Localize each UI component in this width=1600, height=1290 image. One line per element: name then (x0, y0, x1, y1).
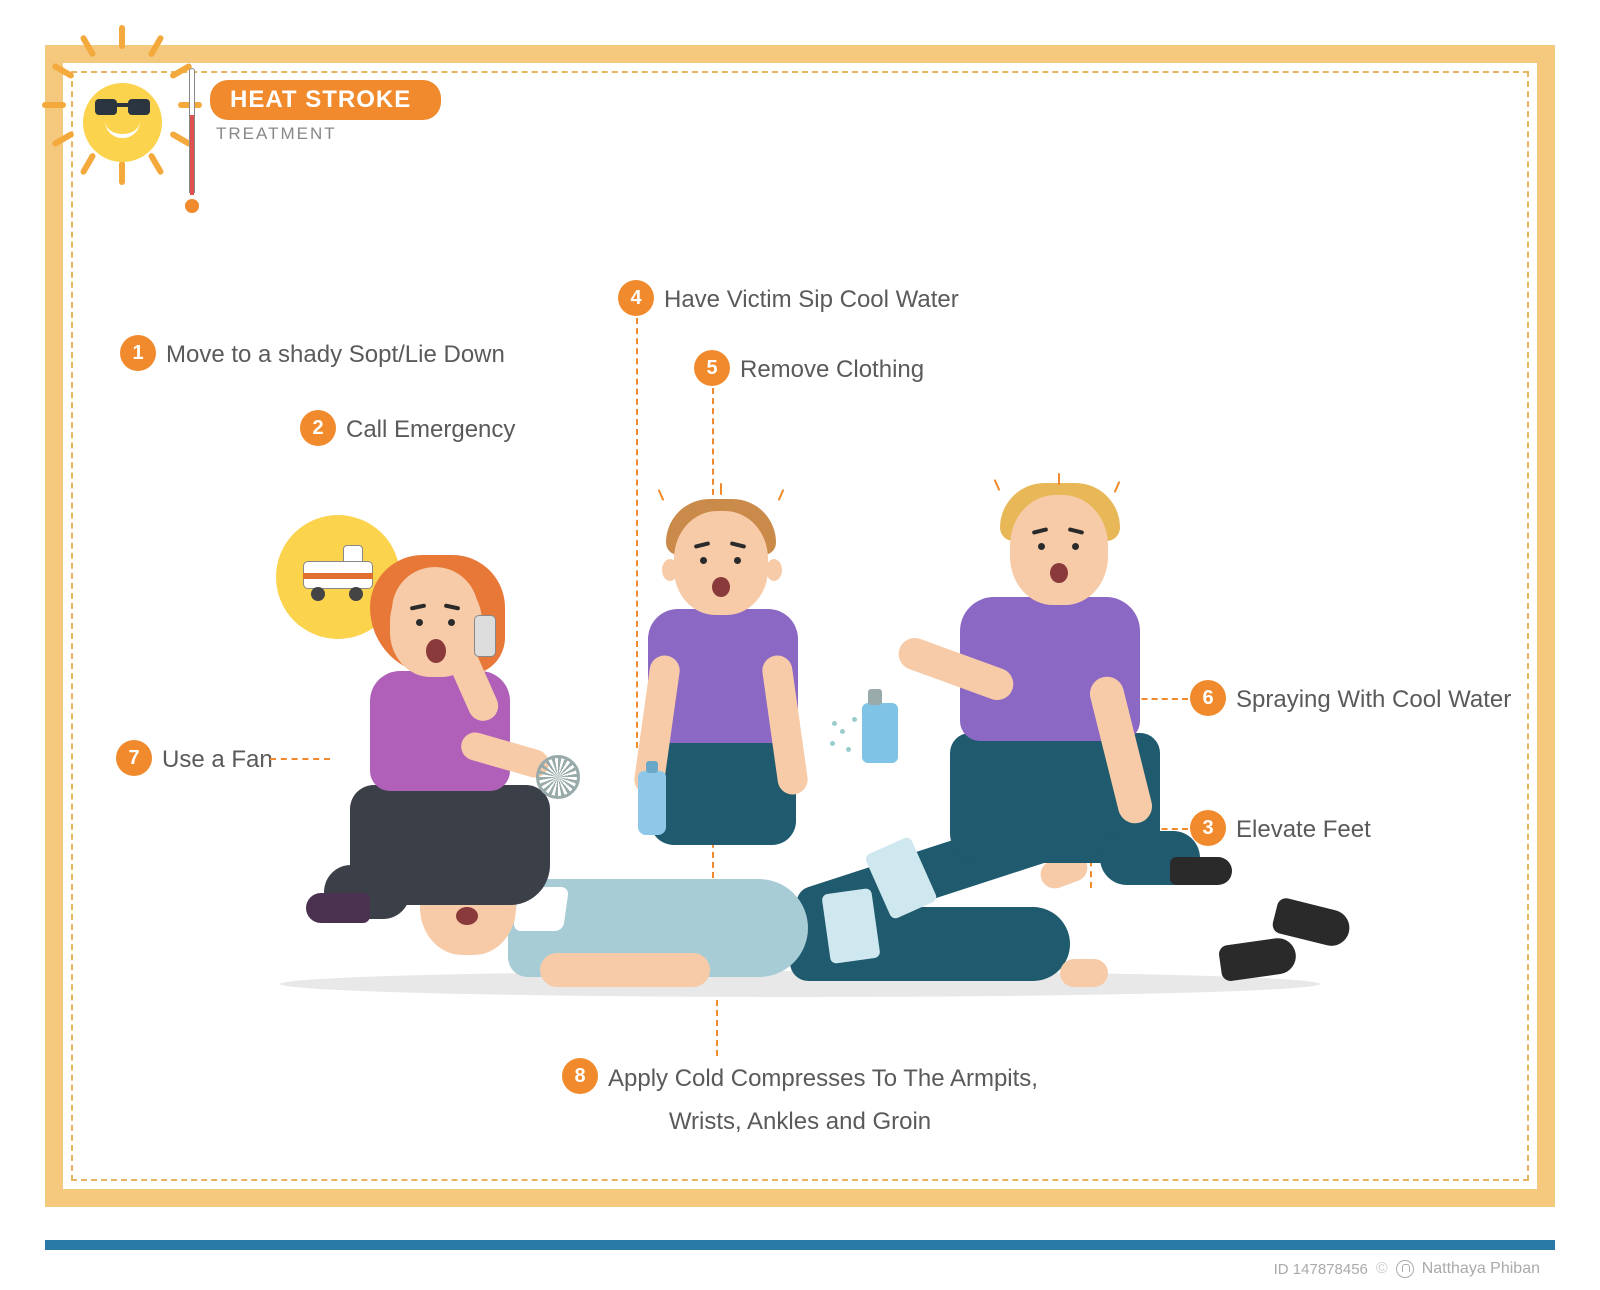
callout-2: 2 Call Emergency (300, 410, 515, 446)
author-name: Natthaya Phiban (1422, 1260, 1540, 1278)
callout-2-text: Call Emergency (346, 410, 515, 446)
spray-bottle-icon (862, 703, 898, 763)
sun-icon (65, 65, 180, 180)
callout-4: 4 Have Victim Sip Cool Water (618, 280, 959, 316)
thermometer-icon (185, 68, 199, 213)
callout-8-text2: Wrists, Ankles and Groin (669, 1102, 931, 1138)
spray-mist (822, 713, 866, 757)
num-8: 8 (562, 1058, 598, 1094)
phone-icon (474, 615, 496, 657)
num-4: 4 (618, 280, 654, 316)
callout-1-text: Move to a shady Sopt/Lie Down (166, 335, 505, 371)
title-block: HEAT STROKE TREATMENT (210, 80, 441, 144)
ambulance-icon (303, 557, 373, 597)
callout-5: 5 Remove Clothing (694, 350, 924, 386)
person-water (610, 495, 830, 855)
person-sprayer (860, 485, 1200, 885)
bottom-blue-bar (45, 1240, 1555, 1250)
attribution: ID 147878456 © Natthaya Phiban (1274, 1260, 1540, 1278)
callout-7-text: Use a Fan (162, 740, 273, 776)
fan-icon (536, 755, 580, 799)
num-5: 5 (694, 350, 730, 386)
callout-8: 8 Apply Cold Compresses To The Armpits, … (0, 1058, 1600, 1138)
shoe-off-2 (1274, 905, 1350, 941)
num-1: 1 (120, 335, 156, 371)
author-icon (1396, 1260, 1414, 1278)
callout-4-text: Have Victim Sip Cool Water (664, 280, 959, 316)
num-7: 7 (116, 740, 152, 776)
water-bottle-icon (638, 771, 666, 835)
num-2: 2 (300, 410, 336, 446)
person-caller (300, 535, 550, 925)
callout-5-text: Remove Clothing (740, 350, 924, 386)
illustration-scene (300, 475, 1300, 1005)
subtitle: TREATMENT (216, 124, 441, 144)
callout-1: 1 Move to a shady Sopt/Lie Down (120, 335, 505, 371)
image-id: ID 147878456 (1274, 1261, 1368, 1278)
callout-7: 7 Use a Fan (116, 740, 273, 776)
shoe-off-1 (1220, 941, 1296, 977)
callout-8-text: Apply Cold Compresses To The Armpits, (608, 1059, 1038, 1095)
title: HEAT STROKE (210, 80, 441, 120)
